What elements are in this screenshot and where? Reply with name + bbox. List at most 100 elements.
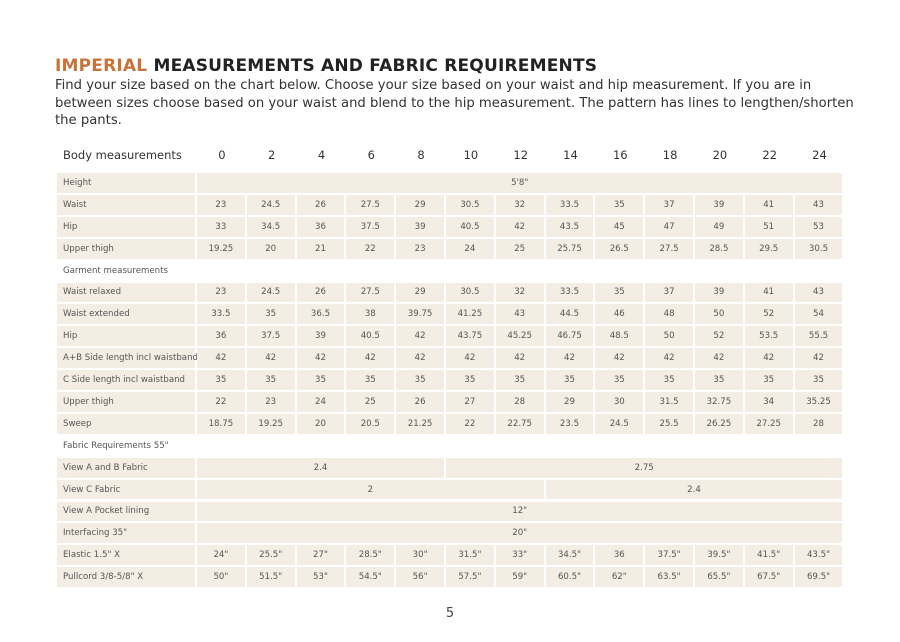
table-cell: 25: [495, 238, 544, 259]
table-cell: 21.25: [396, 413, 444, 434]
table-cell: 62": [595, 567, 644, 588]
table-cell: 42: [246, 348, 295, 369]
table-cell: 29: [545, 392, 594, 412]
table-cell: 33.5: [197, 304, 245, 325]
table-cell: 35: [296, 370, 345, 390]
table-cell: 32: [495, 282, 544, 303]
table-cell: 41: [744, 194, 793, 215]
table-cell: 43: [794, 282, 843, 303]
row-label: Pullcord 3/8-5/8" X: [57, 567, 195, 588]
table-cell: 46: [595, 304, 644, 325]
table-cell: 33.5: [545, 194, 594, 215]
table-cell: 51: [744, 216, 793, 237]
table-cell: 63.5": [645, 567, 693, 588]
table-cell: 22: [197, 392, 245, 412]
table-cell: 27: [446, 392, 494, 412]
table-cell: 67.5": [744, 567, 793, 588]
table-cell: 32: [495, 194, 544, 215]
column-header: 14: [563, 148, 578, 162]
table-cell: 42: [495, 216, 544, 237]
table-cell: 26: [296, 194, 345, 215]
table-cell: 28: [794, 413, 843, 434]
table-cell: 35: [396, 370, 444, 390]
table-cell: 26: [396, 392, 444, 412]
table-cell: 24": [197, 545, 245, 566]
table-cell: 37: [645, 282, 693, 303]
table-cell: 27": [296, 545, 345, 566]
table-cell: 23: [197, 282, 245, 303]
table-cell: 37.5: [346, 216, 395, 237]
row-label: Interfacing 35": [57, 523, 195, 544]
table-cell: 23: [197, 194, 245, 215]
table-cell: 42: [645, 348, 693, 369]
table-cell: 35: [595, 194, 644, 215]
column-header: 6: [367, 148, 375, 162]
table-cell: 27.5: [346, 194, 395, 215]
table-cell: 22.75: [495, 413, 544, 434]
table-cell: 42: [346, 348, 395, 369]
table-cell: 44.5: [545, 304, 594, 325]
table-cell: 34.5": [545, 545, 594, 566]
table-cell: 24.5: [595, 413, 644, 434]
column-header: 4: [317, 148, 326, 162]
column-header: 2: [268, 148, 276, 162]
row-label: View A Pocket lining: [57, 501, 195, 522]
table-cell: 43.5: [545, 216, 594, 237]
table-cell: 35: [246, 304, 295, 325]
column-header: 16: [612, 148, 628, 162]
table-cell: 51.5": [246, 567, 295, 588]
table-cell: 30.5: [446, 194, 494, 215]
table-cell: 39.5": [695, 545, 743, 566]
table-cell: 42: [695, 348, 743, 369]
table-cell: 59": [495, 567, 544, 588]
column-header: 0: [218, 148, 226, 162]
intro-line: Find your size based on the chart below.…: [55, 78, 812, 93]
table-cell: 35: [794, 370, 843, 390]
table-cell: 40.5: [446, 216, 494, 237]
table-cell: 36: [197, 326, 245, 347]
table-cell: 42: [396, 348, 444, 369]
table-cell: 22: [346, 238, 395, 259]
table-cell: 2.4: [197, 457, 444, 478]
table-cell: 60.5": [545, 567, 594, 588]
table-cell: 25.75: [545, 238, 594, 259]
table-cell: 20": [197, 523, 843, 544]
table-cell: 50: [645, 326, 693, 347]
table-cell: 36: [296, 216, 345, 237]
row-label: Waist extended: [57, 304, 195, 325]
table-cell: 35: [595, 282, 644, 303]
table-cell: 31.5: [645, 392, 693, 412]
table-cell: 39: [396, 216, 444, 237]
table-cell: 28: [495, 392, 544, 412]
table-cell: 37: [645, 194, 693, 215]
table-cell: 31.5": [446, 545, 494, 566]
section-label: Fabric Requirements 55": [63, 440, 169, 451]
table-cell: 52: [695, 326, 743, 347]
row-label: Waist: [57, 194, 195, 215]
table-cell: 19.25: [197, 238, 245, 259]
table-cell: 29: [396, 282, 444, 303]
table-cell: 20: [246, 238, 295, 259]
table-cell: 39: [296, 326, 345, 347]
row-label: Waist relaxed: [57, 282, 195, 303]
row-label: Elastic 1.5" X: [57, 545, 195, 566]
table-cell: 41: [744, 282, 793, 303]
table-cell: 43.5": [794, 545, 843, 566]
table-cell: 29.5: [744, 238, 793, 259]
table-cell: 34.5: [246, 216, 295, 237]
table-cell: 37.5: [246, 326, 295, 347]
table-cell: 54: [794, 304, 843, 325]
table-cell: 50: [695, 304, 743, 325]
table-cell: 43.75: [446, 326, 494, 347]
table-cell: 54.5": [346, 567, 395, 588]
table-cell: 28.5": [346, 545, 395, 566]
row-label: Hip: [57, 326, 195, 347]
table-cell: 30.5: [794, 238, 843, 259]
table-cell: 2.75: [446, 457, 843, 478]
column-header: 22: [762, 148, 778, 162]
table-cell: 48: [645, 304, 693, 325]
table-cell: 42: [197, 348, 245, 369]
table-cell: 30: [595, 392, 644, 412]
table-cell: 23.5: [545, 413, 594, 434]
